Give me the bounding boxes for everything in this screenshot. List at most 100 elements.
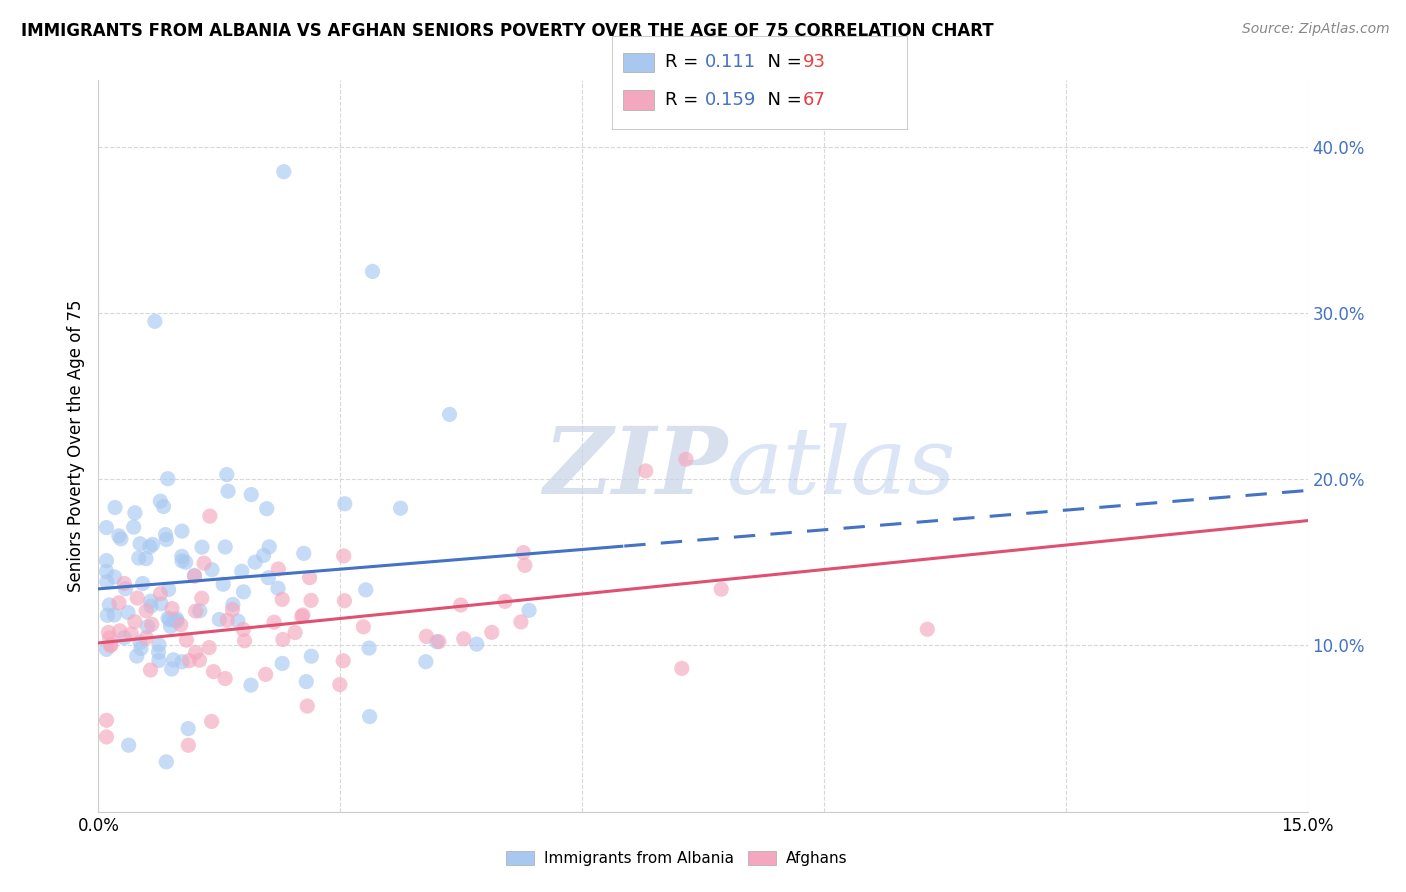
Point [174,555,197,569]
Point [139,599,162,614]
Point [103,607,125,622]
Point [166,612,188,626]
Point [465,637,488,651]
Point [170,617,193,632]
Point [122,520,145,534]
Point [389,501,412,516]
Point [163,613,186,627]
Point [103,570,125,584]
Point [155,533,177,547]
Point [333,497,356,511]
Point [96,730,118,744]
Point [191,540,214,554]
Point [217,484,239,499]
Text: Afghans: Afghans [786,851,848,865]
Point [361,264,384,278]
Point [108,624,131,638]
Point [512,546,534,560]
Point [239,678,262,692]
Point [166,614,188,628]
Point [129,635,152,649]
Point [172,655,194,669]
Point [120,627,142,641]
Text: 0.159: 0.159 [704,91,756,109]
Point [139,594,162,608]
Point [297,699,319,714]
Point [170,554,193,568]
Point [510,615,533,629]
Point [332,654,354,668]
Point [152,500,174,514]
Point [299,649,322,664]
Point [112,576,135,591]
Point [481,625,503,640]
Point [183,568,205,582]
Point [184,604,207,618]
Point [112,631,135,645]
Point [256,501,278,516]
Point [299,593,322,607]
Text: atlas: atlas [727,423,956,513]
Point [110,532,132,546]
Point [231,564,253,578]
Point [127,591,149,605]
Point [233,633,256,648]
Point [333,594,356,608]
Point [240,487,263,501]
Point [634,464,657,478]
Point [98,598,121,612]
Point [149,587,172,601]
Point [193,556,215,570]
Point [179,654,201,668]
Point [188,653,211,667]
Point [415,655,437,669]
Point [259,540,281,554]
Point [96,642,118,657]
Point [96,608,118,623]
Point [162,653,184,667]
Text: 0.111: 0.111 [704,54,755,71]
Point [159,613,181,627]
Point [222,598,245,612]
Point [157,582,180,597]
Point [453,632,475,646]
Point [125,648,148,663]
Point [329,677,352,691]
Point [149,494,172,508]
Point [148,653,170,667]
Point [157,611,180,625]
Point [198,509,221,524]
Point [226,614,249,628]
Point [354,582,377,597]
Point [177,738,200,752]
Point [263,615,285,630]
Point [212,577,235,591]
Point [141,537,163,551]
Point [118,738,141,752]
Point [143,314,166,328]
Point [96,574,118,589]
Point [108,529,131,543]
Point [108,596,131,610]
Point [332,549,354,563]
Point [96,565,118,579]
Point [97,625,120,640]
Point [155,755,177,769]
Point [267,562,290,576]
Point [254,667,277,681]
Point [671,661,693,675]
Point [257,571,280,585]
Point [291,607,314,622]
Text: R =: R = [665,54,704,71]
Point [141,617,163,632]
Point [252,549,274,563]
Point [450,598,472,612]
Point [221,602,243,616]
Point [232,585,254,599]
Point [183,569,205,583]
Point [675,452,697,467]
Y-axis label: Seniors Poverty Over the Age of 75: Seniors Poverty Over the Age of 75 [67,300,86,592]
Point [124,506,146,520]
Point [124,615,146,629]
Point [170,524,193,538]
